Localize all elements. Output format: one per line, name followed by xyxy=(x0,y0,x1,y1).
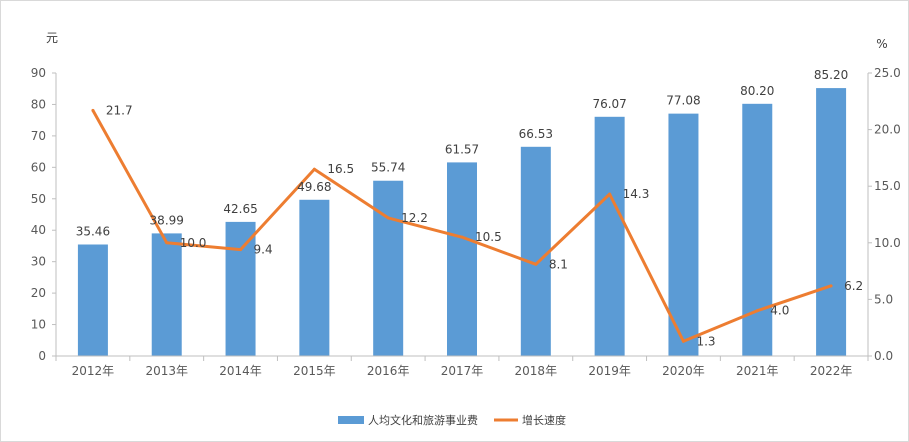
legend-label-bar: 人均文化和旅游事业费 xyxy=(368,413,478,427)
x-tick-label: 2016年 xyxy=(367,364,410,378)
legend-label-line: 增长速度 xyxy=(522,413,566,427)
left-axis-unit: 元 xyxy=(46,31,58,45)
y-left-tick-label: 60 xyxy=(31,160,46,174)
bar-data-label: 66.53 xyxy=(519,127,553,141)
line-point-2012年 xyxy=(91,108,95,112)
line-data-label: 12.2 xyxy=(401,211,428,225)
bar-data-label: 61.57 xyxy=(445,142,479,156)
y-left-tick-label: 80 xyxy=(31,97,46,111)
bar-2013年 xyxy=(151,233,182,356)
y-left-tick-label: 20 xyxy=(31,286,46,300)
bar-2022年 xyxy=(816,88,847,357)
legend: 人均文化和旅游事业费 增长速度 xyxy=(338,413,566,427)
x-tick-label: 2020年 xyxy=(662,364,705,378)
bar-2018年 xyxy=(520,146,551,356)
x-tick-label: 2013年 xyxy=(145,364,188,378)
line-data-label: 10.5 xyxy=(475,230,502,244)
bar-data-label: 42.65 xyxy=(223,202,257,216)
line-point-2021年 xyxy=(755,309,759,313)
y-right-tick-label: 25.0 xyxy=(874,66,901,80)
y-left-tick-label: 10 xyxy=(31,318,46,332)
line-point-2022年 xyxy=(829,284,833,288)
x-tick-label: 2022年 xyxy=(810,364,853,378)
bar-2015年 xyxy=(299,199,330,356)
bar-data-label: 38.99 xyxy=(150,213,184,227)
data-labels: 35.46 38.99 42.65 49.68 55.74 61.57 66.53 76.07… xyxy=(76,68,863,348)
line-point-2013年 xyxy=(165,241,169,245)
line-data-label: 16.5 xyxy=(327,162,354,176)
x-tick-label: 2017年 xyxy=(441,364,484,378)
line-point-2014年 xyxy=(239,248,243,252)
bar-2014年 xyxy=(225,221,256,356)
y-right-tick-label: 15.0 xyxy=(874,179,901,193)
line-data-label: 8.1 xyxy=(549,257,568,271)
bar-data-label: 85.20 xyxy=(814,68,848,82)
y-left-tick-label: 90 xyxy=(31,66,46,80)
y-left-tick-label: 30 xyxy=(31,255,46,269)
x-tick-label: 2018年 xyxy=(515,364,558,378)
line-data-label: 21.7 xyxy=(106,103,133,117)
bar-2020年 xyxy=(668,113,699,356)
bar-data-label: 35.46 xyxy=(76,224,110,238)
x-tick-label: 2015年 xyxy=(293,364,336,378)
line-data-label: 10.0 xyxy=(180,236,207,250)
line-point-2018年 xyxy=(534,262,538,266)
bar-data-label: 80.20 xyxy=(740,84,774,98)
bar-2021年 xyxy=(742,103,773,356)
line-point-2020年 xyxy=(681,339,685,343)
tick-labels: 0 10 20 30 40 50 60 70 80 90 0.0 5.0 10.0 15.0 20.0 25.… xyxy=(31,66,901,378)
x-tick-label: 2012年 xyxy=(72,364,115,378)
line-point-2019年 xyxy=(608,192,612,196)
bar-2019年 xyxy=(594,116,625,356)
line-point-2016年 xyxy=(386,216,390,220)
legend-swatch-bar xyxy=(338,416,364,424)
y-left-tick-label: 50 xyxy=(31,192,46,206)
y-right-tick-label: 0.0 xyxy=(874,349,893,363)
bar-data-label: 49.68 xyxy=(297,180,331,194)
bar-2016年 xyxy=(373,180,404,356)
bar-data-label: 77.08 xyxy=(666,94,700,108)
line-series xyxy=(91,108,833,343)
line-data-label: 6.2 xyxy=(844,279,863,293)
axes xyxy=(52,72,872,361)
bar-data-label: 76.07 xyxy=(592,97,626,111)
x-tick-label: 2014年 xyxy=(219,364,262,378)
y-left-tick-label: 70 xyxy=(31,129,46,143)
y-right-tick-label: 20.0 xyxy=(874,123,901,137)
line-point-2017年 xyxy=(460,235,464,239)
line-point-2015年 xyxy=(312,167,316,171)
line-data-label: 14.3 xyxy=(623,187,650,201)
bar-2017年 xyxy=(447,162,477,356)
x-tick-label: 2021年 xyxy=(736,364,779,378)
bar-data-label: 55.74 xyxy=(371,161,405,175)
y-right-tick-label: 10.0 xyxy=(874,236,901,250)
bar-2012年 xyxy=(77,244,108,356)
line-data-label: 1.3 xyxy=(696,334,715,348)
x-tick-label: 2019年 xyxy=(588,364,631,378)
y-left-tick-label: 0 xyxy=(38,349,46,363)
right-axis-unit: % xyxy=(876,37,887,51)
line-data-label: 9.4 xyxy=(254,243,273,257)
y-right-tick-label: 5.0 xyxy=(874,292,893,306)
y-left-tick-label: 40 xyxy=(31,223,46,237)
line-data-label: 4.0 xyxy=(770,304,789,318)
bar-series xyxy=(77,88,847,357)
